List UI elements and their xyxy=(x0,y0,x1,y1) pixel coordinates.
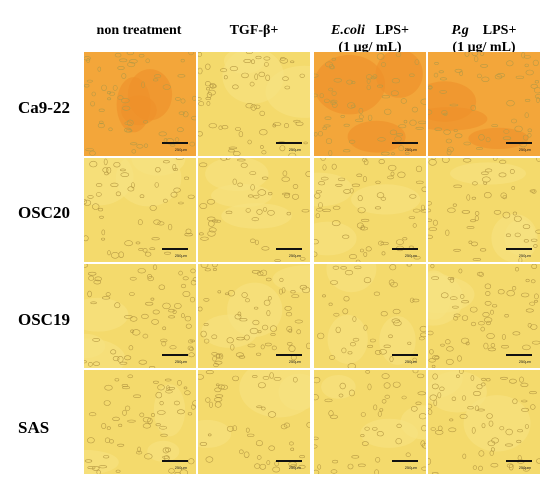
column-header-non-treatment: non treatment xyxy=(84,22,194,39)
micrograph-ca9-22-col1: 250μm xyxy=(84,52,196,156)
micrograph-sas-col3: 250μm xyxy=(314,370,426,474)
row-label-osc19: OSC19 xyxy=(18,310,70,329)
micrograph-image xyxy=(314,370,426,474)
micrograph-sas-col2: 250μm xyxy=(198,370,310,474)
column-header-label: LPS+ xyxy=(482,23,517,38)
micrograph-osc19-col3: 250μm xyxy=(314,264,426,368)
scale-bar xyxy=(162,248,188,250)
scale-label: 250μm xyxy=(174,465,187,470)
micrograph-image xyxy=(84,158,196,262)
scale-bar xyxy=(162,354,188,356)
micrograph-ca9-22-col2: 250μm xyxy=(198,52,310,156)
scale-label: 250μm xyxy=(518,465,531,470)
micrograph-image xyxy=(198,370,310,474)
scale-label: 250μm xyxy=(174,147,187,152)
micrograph-image xyxy=(198,264,310,368)
micrograph-osc19-col2: 250μm xyxy=(198,264,310,368)
scale-bar xyxy=(162,460,188,462)
scale-label: 250μm xyxy=(518,253,531,258)
column-header-concentration: (1 μg/ mL) xyxy=(338,40,402,55)
micrograph-image xyxy=(84,264,196,368)
column-header-pg-lps: P.g LPS+ (1 μg/ mL) xyxy=(428,22,540,56)
scale-bar xyxy=(162,142,188,144)
scale-bar xyxy=(392,142,418,144)
micrograph-ca9-22-col4: 250μm xyxy=(428,52,540,156)
micrograph-osc20-col3: 250μm xyxy=(314,158,426,262)
micrograph-ca9-22-col3: 250μm xyxy=(314,52,426,156)
scale-label: 250μm xyxy=(174,253,187,258)
micrograph-image xyxy=(198,158,310,262)
micrograph-sas-col1: 250μm xyxy=(84,370,196,474)
micrograph-image xyxy=(84,370,196,474)
scale-label: 250μm xyxy=(404,465,417,470)
micrograph-image xyxy=(428,158,540,262)
scale-label: 250μm xyxy=(288,359,301,364)
scale-bar xyxy=(392,460,418,462)
column-header-label: TGF-β+ xyxy=(229,23,279,38)
micrograph-osc20-col1: 250μm xyxy=(84,158,196,262)
micrograph-image xyxy=(198,52,310,156)
scale-bar xyxy=(506,142,532,144)
scale-label: 250μm xyxy=(288,465,301,470)
scale-label: 250μm xyxy=(518,147,531,152)
micrograph-image xyxy=(314,158,426,262)
scale-bar xyxy=(276,354,302,356)
micrograph-image xyxy=(428,370,540,474)
micrograph-image xyxy=(84,52,196,156)
scale-label: 250μm xyxy=(174,359,187,364)
column-header-species: P.g xyxy=(451,23,469,38)
scale-label: 250μm xyxy=(288,147,301,152)
scale-bar xyxy=(392,248,418,250)
scale-bar xyxy=(276,248,302,250)
micrograph-image xyxy=(314,264,426,368)
column-header-species: E.coli xyxy=(331,23,365,38)
column-header-label: non treatment xyxy=(96,23,182,38)
micrograph-image xyxy=(428,264,540,368)
column-header-ecoli-lps: E.coli LPS+ (1 μg/ mL) xyxy=(314,22,426,56)
scale-label: 250μm xyxy=(404,359,417,364)
row-label-sas: SAS xyxy=(18,418,50,437)
micrograph-image xyxy=(428,52,540,156)
scale-label: 250μm xyxy=(404,253,417,258)
scale-bar xyxy=(276,142,302,144)
scale-bar xyxy=(392,354,418,356)
scale-bar xyxy=(506,248,532,250)
scale-bar xyxy=(506,460,532,462)
scale-bar xyxy=(506,354,532,356)
micrograph-osc20-col4: 250μm xyxy=(428,158,540,262)
micrograph-osc19-col4: 250μm xyxy=(428,264,540,368)
micrograph-image xyxy=(314,52,426,156)
row-label-osc20: OSC20 xyxy=(18,203,70,222)
scale-label: 250μm xyxy=(288,253,301,258)
scale-label: 250μm xyxy=(518,359,531,364)
scale-bar xyxy=(276,460,302,462)
column-header-label: LPS+ xyxy=(375,23,409,38)
micrograph-osc20-col2: 250μm xyxy=(198,158,310,262)
column-header-tgf-beta: TGF-β+ xyxy=(198,22,310,39)
scale-label: 250μm xyxy=(404,147,417,152)
row-label-ca9-22: Ca9-22 xyxy=(18,98,70,117)
micrograph-sas-col4: 250μm xyxy=(428,370,540,474)
micrograph-osc19-col1: 250μm xyxy=(84,264,196,368)
